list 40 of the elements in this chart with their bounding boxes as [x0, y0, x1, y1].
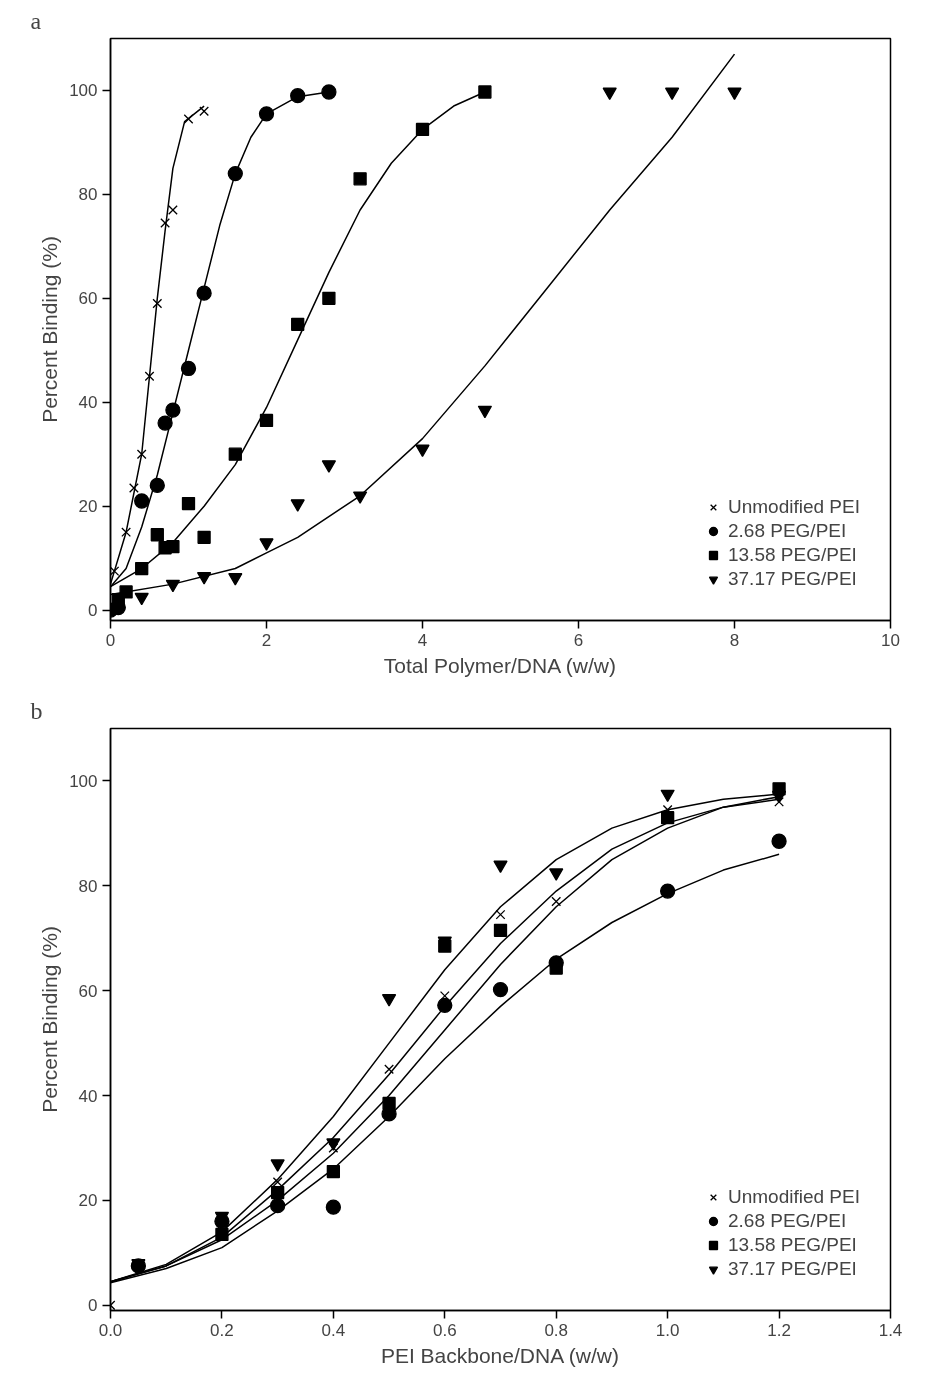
y-tick-label: 100	[69, 81, 98, 101]
x-tick-label: 0.4	[321, 1320, 346, 1340]
legend-label: Unmodified PEI	[727, 1186, 860, 1208]
legend-label: 13.58 PEG/PEI	[727, 1234, 857, 1256]
x-tick-label: 0	[105, 630, 116, 650]
legend-label: 2.68 PEG/PEI	[727, 520, 847, 542]
y-tick-label: 80	[78, 185, 98, 205]
chart-title: a	[30, 7, 42, 34]
y-tick-label: 40	[78, 1086, 98, 1106]
legend-label: 37.17 PEG/PEI	[727, 1258, 857, 1280]
x-axis-title: Total Polymer/DNA (w/w)	[383, 653, 617, 677]
y-tick-label: 60	[78, 981, 98, 1001]
x-tick-label: 2	[261, 630, 272, 650]
legend-label: 37.17 PEG/PEI	[727, 568, 857, 590]
x-tick-label: 10	[881, 630, 900, 650]
x-tick-label: 1.2	[767, 1320, 791, 1340]
x-tick-label: 0.8	[544, 1320, 569, 1340]
y-tick-label: 0	[88, 1296, 98, 1316]
y-tick-label: 20	[78, 1191, 98, 1211]
x-axis-title: PEI Backbone/DNA (w/w)	[380, 1343, 619, 1367]
x-tick-label: 0.0	[98, 1320, 123, 1340]
y-axis-title: Percent Binding (%)	[38, 926, 62, 1113]
y-axis-title: Percent Binding (%)	[38, 236, 62, 423]
x-tick-label: 0.6	[432, 1320, 457, 1340]
x-tick-label: 1.4	[878, 1320, 903, 1340]
y-tick-label: 40	[78, 393, 98, 413]
y-tick-label: 0	[88, 601, 98, 621]
y-tick-label: 60	[78, 289, 98, 309]
x-tick-label: 0.2	[210, 1320, 234, 1340]
y-tick-label: 100	[69, 771, 98, 791]
x-tick-label: 6	[573, 630, 584, 650]
x-tick-label: 4	[417, 630, 428, 650]
y-tick-label: 80	[78, 876, 98, 896]
legend-label: 13.58 PEG/PEI	[727, 544, 857, 566]
x-tick-label: 8	[729, 630, 740, 650]
x-tick-label: 1.0	[655, 1320, 680, 1340]
chart-title: b	[30, 697, 43, 724]
y-tick-label: 20	[78, 497, 98, 517]
legend-label: Unmodified PEI	[727, 496, 860, 518]
legend-label: 2.68 PEG/PEI	[727, 1210, 847, 1232]
